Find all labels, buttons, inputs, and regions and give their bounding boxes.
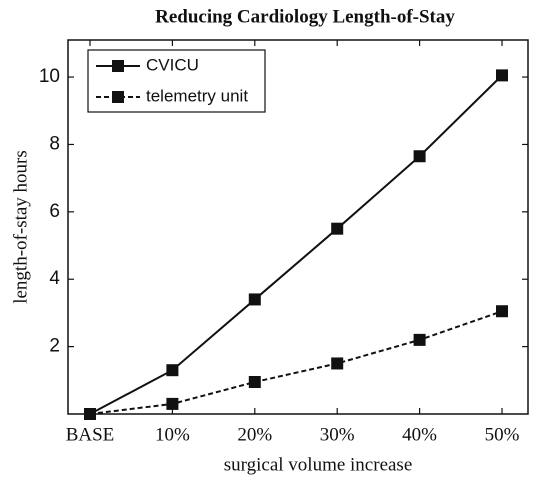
- series-line: [89, 310, 503, 415]
- marker: [331, 357, 344, 370]
- marker: [413, 150, 426, 163]
- legend-marker: [112, 91, 124, 103]
- y-tick-label: 8: [49, 133, 60, 154]
- marker: [166, 364, 179, 377]
- marker: [496, 69, 508, 82]
- x-tick-label: 30%: [320, 424, 355, 445]
- legend-marker: [112, 60, 124, 72]
- x-tick-label: 10%: [155, 424, 190, 445]
- y-tick-label: 10: [39, 66, 60, 87]
- legend-label: CVICU: [146, 55, 199, 74]
- x-tick-label: 50%: [485, 424, 520, 445]
- y-tick-label: 4: [49, 268, 60, 289]
- marker: [331, 222, 344, 235]
- plot-frame: [67, 39, 529, 415]
- y-axis-label: length-of-stay hours: [10, 150, 31, 304]
- marker: [84, 408, 96, 420]
- marker: [413, 333, 426, 346]
- legend-label: telemetry unit: [146, 86, 248, 105]
- x-tick-label: 40%: [402, 424, 437, 445]
- series-line: [89, 74, 503, 415]
- y-tick-label: 6: [49, 201, 60, 222]
- x-tick-label: 20%: [237, 424, 272, 445]
- y-tick-label: 2: [49, 336, 60, 357]
- chart-title: Reducing Cardiology Length-of-Stay: [155, 6, 455, 27]
- x-axis-label: surgical volume increase: [224, 454, 413, 475]
- marker: [248, 375, 261, 388]
- marker: [248, 293, 261, 306]
- marker: [166, 397, 179, 410]
- marker: [496, 305, 508, 318]
- x-tick-label: BASE: [66, 424, 115, 445]
